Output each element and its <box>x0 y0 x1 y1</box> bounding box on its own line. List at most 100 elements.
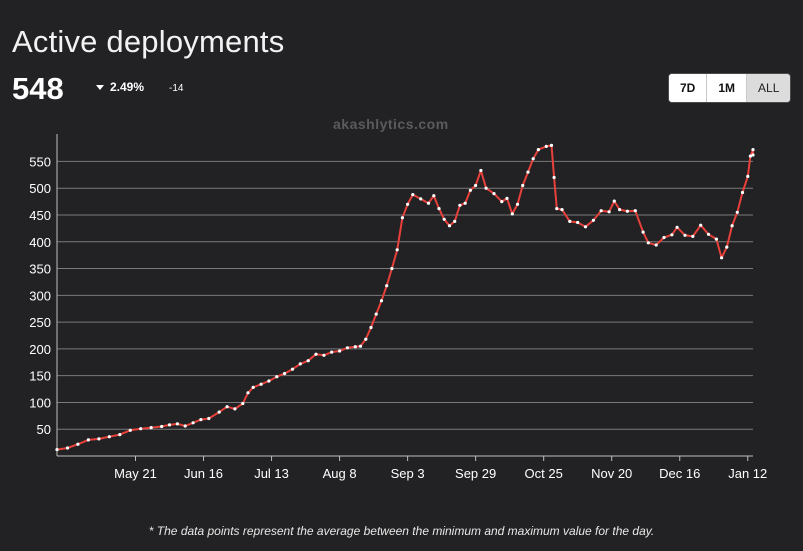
data-point <box>128 428 132 432</box>
data-point <box>406 202 410 206</box>
data-point <box>241 401 245 406</box>
x-tick-label: Jan 12 <box>728 466 767 481</box>
data-point <box>442 217 446 221</box>
data-point <box>275 375 279 379</box>
data-point <box>338 349 342 353</box>
data-point <box>576 220 580 225</box>
x-tick-label: May 21 <box>114 466 157 481</box>
data-point <box>86 438 90 442</box>
data-point <box>322 353 326 357</box>
data-point <box>411 193 415 197</box>
data-point <box>160 424 164 429</box>
data-point <box>735 210 739 214</box>
data-point <box>225 405 229 409</box>
data-point <box>385 284 389 288</box>
data-point <box>746 174 750 178</box>
data-point <box>298 362 302 366</box>
data-point <box>646 241 650 245</box>
data-point <box>55 448 59 452</box>
data-point <box>560 208 564 212</box>
data-point <box>505 196 509 200</box>
data-point <box>740 190 745 195</box>
data-point <box>706 232 711 236</box>
data-point <box>306 359 310 363</box>
data-point <box>468 188 472 192</box>
data-point <box>526 170 530 174</box>
footnote: * The data points represent the average … <box>148 524 655 538</box>
range-selector: 7D 1M ALL <box>668 73 792 103</box>
y-tick-label: 100 <box>29 395 51 410</box>
data-point <box>246 391 250 395</box>
y-tick-label: 250 <box>29 315 51 330</box>
data-point <box>670 233 674 237</box>
data-point <box>549 143 554 147</box>
data-point <box>259 382 263 386</box>
data-point <box>290 367 295 371</box>
x-tick-label: Nov 20 <box>591 466 632 481</box>
data-point <box>191 421 195 425</box>
range-button-1m[interactable]: 1M <box>707 74 748 102</box>
data-point <box>725 245 729 249</box>
data-point <box>463 201 467 205</box>
page-title: Active deployments <box>12 24 285 59</box>
data-point <box>207 416 211 421</box>
data-point <box>379 299 384 303</box>
data-point <box>751 153 755 157</box>
data-point <box>536 148 541 152</box>
data-point <box>267 379 271 383</box>
data-point <box>612 199 616 203</box>
data-point <box>568 219 572 223</box>
y-tick-label: 150 <box>29 369 51 384</box>
data-point <box>748 154 753 158</box>
range-button-all[interactable]: ALL <box>747 74 791 102</box>
data-point <box>552 175 556 180</box>
data-point <box>510 212 514 216</box>
data-point <box>458 203 462 207</box>
data-point <box>625 209 630 213</box>
data-point <box>353 345 357 349</box>
x-tick-label: Oct 25 <box>525 466 563 481</box>
current-value: 548 <box>12 71 64 106</box>
range-button-7d[interactable]: 7D <box>669 74 708 102</box>
data-point <box>183 424 187 428</box>
data-point <box>591 218 596 222</box>
data-point <box>641 230 645 234</box>
data-point <box>390 266 394 271</box>
change-indicator: 2.49% <box>96 80 144 94</box>
data-point <box>364 337 368 341</box>
data-point <box>199 418 203 422</box>
data-point <box>531 157 535 161</box>
data-point <box>419 197 423 201</box>
data-point <box>474 183 478 188</box>
data-point <box>751 148 755 152</box>
data-point <box>400 216 404 220</box>
data-point <box>683 233 687 237</box>
data-point <box>65 446 70 450</box>
data-point <box>369 325 373 330</box>
data-point <box>233 407 237 411</box>
y-tick-label: 550 <box>29 154 51 169</box>
data-point <box>149 426 153 430</box>
data-point <box>654 243 658 247</box>
data-point <box>437 207 441 211</box>
data-point <box>515 202 520 206</box>
y-tick-label: 350 <box>29 262 51 277</box>
data-point <box>544 144 548 148</box>
x-tick-label: Dec 16 <box>659 466 700 481</box>
data-point <box>662 235 666 240</box>
data-point <box>484 186 488 190</box>
y-tick-label: 450 <box>29 208 51 223</box>
data-point <box>453 219 457 223</box>
data-point <box>618 208 622 212</box>
data-point <box>118 433 122 437</box>
x-tick-label: Jun 16 <box>184 466 223 481</box>
data-point <box>139 427 143 431</box>
data-point <box>107 435 111 439</box>
data-point <box>607 210 611 214</box>
data-point <box>675 225 679 229</box>
data-point <box>97 437 101 441</box>
data-point <box>447 224 452 228</box>
data-point <box>599 209 603 213</box>
series-line <box>56 144 754 451</box>
